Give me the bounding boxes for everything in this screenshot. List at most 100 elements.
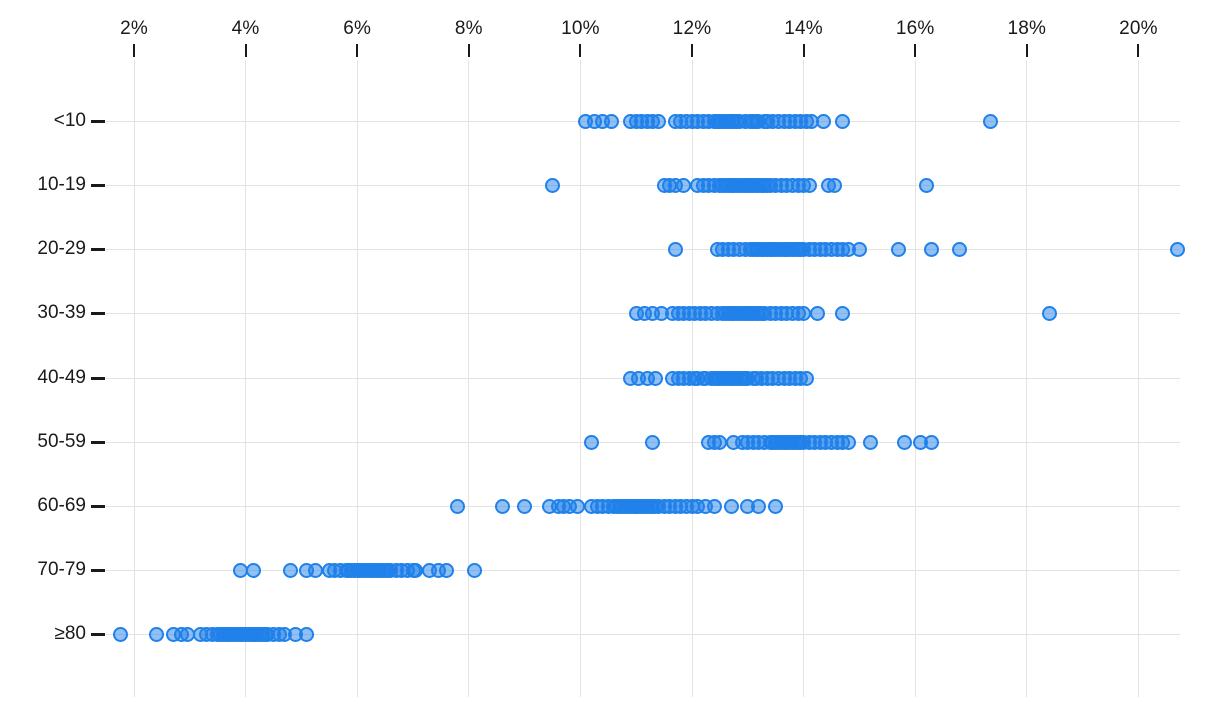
data-point — [810, 305, 826, 321]
data-point — [918, 177, 934, 193]
data-point — [815, 113, 831, 129]
data-point — [801, 177, 817, 193]
row-gridline — [106, 248, 1180, 250]
y-axis-category-label: <10 — [53, 110, 86, 131]
x-axis-tick-label: 16% — [895, 18, 935, 39]
data-point — [1041, 305, 1057, 321]
data-point — [983, 113, 999, 129]
x-axis-tick-label: 6% — [343, 18, 372, 39]
x-gridline — [1137, 60, 1139, 697]
data-point — [651, 113, 667, 129]
data-point — [232, 562, 248, 578]
data-point — [826, 177, 842, 193]
data-point — [676, 177, 692, 193]
data-point — [768, 498, 784, 514]
x-axis-tick-label: 18% — [1007, 18, 1047, 39]
data-point — [246, 562, 262, 578]
y-axis-category-label: 10-19 — [37, 174, 86, 195]
data-point — [723, 498, 739, 514]
data-point — [466, 562, 482, 578]
x-gridline — [468, 60, 470, 697]
data-point — [307, 562, 323, 578]
x-axis-tick — [691, 44, 693, 57]
y-axis-category-label: 60-69 — [37, 495, 86, 516]
y-axis-category-label: 50-59 — [37, 431, 86, 452]
x-axis-tick — [356, 44, 359, 57]
x-axis-tick — [1137, 44, 1140, 57]
x-axis-tick — [244, 44, 247, 57]
row-gridline — [106, 633, 1180, 635]
data-point — [667, 241, 683, 257]
y-axis-tick — [91, 440, 105, 444]
x-axis-tick-label: 2% — [120, 18, 148, 39]
data-point — [299, 626, 315, 642]
data-point — [924, 434, 940, 450]
row-gridline — [106, 184, 1180, 186]
data-point — [179, 626, 195, 642]
y-axis-tick — [91, 119, 105, 123]
x-gridline — [914, 60, 916, 697]
x-gridline — [245, 60, 247, 697]
data-point — [890, 241, 906, 257]
row-gridline — [106, 441, 1180, 443]
y-axis-tick — [91, 504, 105, 508]
y-axis-category-label: 30-39 — [37, 302, 86, 323]
x-axis-tick — [914, 44, 917, 57]
data-point — [798, 370, 814, 386]
data-point — [952, 241, 968, 257]
data-point — [796, 305, 812, 321]
data-point — [282, 562, 298, 578]
x-axis-tick — [802, 44, 805, 57]
data-point — [706, 498, 722, 514]
y-axis-category-label: 40-49 — [37, 367, 86, 388]
x-axis-tick-label: 4% — [231, 18, 260, 39]
data-point — [545, 177, 560, 193]
data-point — [494, 498, 510, 514]
x-axis-tick — [579, 44, 582, 57]
data-point — [648, 370, 664, 386]
data-point — [584, 434, 600, 450]
y-axis-tick — [91, 376, 105, 380]
x-axis-tick-label: 20% — [1119, 18, 1158, 39]
x-gridline — [133, 60, 135, 697]
y-axis-category-label: 20-29 — [37, 238, 86, 259]
y-axis-tick — [91, 247, 105, 251]
data-point — [148, 626, 164, 642]
row-gridline — [106, 569, 1180, 571]
x-axis-tick-label: 8% — [454, 18, 483, 39]
data-point — [645, 434, 661, 450]
data-point — [1169, 241, 1185, 257]
data-point — [924, 241, 940, 257]
y-axis-tick — [91, 632, 105, 636]
data-point — [896, 434, 912, 450]
data-point — [863, 434, 879, 450]
data-point — [450, 498, 466, 514]
x-axis-tick — [133, 44, 135, 57]
data-point — [851, 241, 867, 257]
data-point — [835, 305, 851, 321]
x-gridline — [1026, 60, 1028, 697]
data-point — [751, 498, 767, 514]
data-point — [438, 562, 454, 578]
data-point — [835, 113, 851, 129]
x-axis-tick-label: 14% — [784, 18, 823, 39]
y-axis-category-label: ≥80 — [54, 623, 86, 644]
y-axis-tick — [91, 183, 105, 187]
x-axis-tick — [467, 44, 470, 57]
data-point — [712, 434, 728, 450]
data-point — [840, 434, 856, 450]
y-axis-category-label: 70-79 — [37, 559, 86, 580]
y-axis-tick — [91, 311, 105, 315]
x-axis-tick — [1025, 44, 1028, 57]
x-gridline — [356, 60, 358, 697]
x-axis-tick-label: 10% — [561, 18, 600, 39]
x-axis-tick-label: 12% — [672, 18, 712, 39]
data-point — [517, 498, 533, 514]
y-axis-tick — [91, 568, 105, 572]
data-point — [570, 498, 586, 514]
x-gridline — [579, 60, 581, 697]
data-point — [112, 626, 128, 642]
data-point — [408, 562, 424, 578]
data-point — [603, 113, 619, 129]
